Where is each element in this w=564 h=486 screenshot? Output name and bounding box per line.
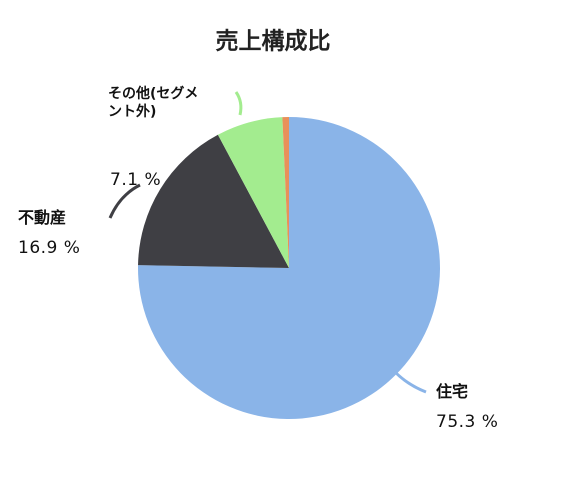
pie-slice <box>282 117 289 268</box>
chart-title: 売上構成比 <box>216 29 331 55</box>
slice-label: 住宅 <box>436 382 469 401</box>
pie-slice <box>138 134 289 268</box>
value-label: 75.3 % <box>436 412 499 432</box>
slice-label: 不動産 <box>18 208 67 227</box>
pie-slice <box>217 117 289 268</box>
leader-line <box>108 183 141 219</box>
value-label: 16.9 % <box>18 238 81 258</box>
value-label: 7.1 % <box>110 170 162 190</box>
leader-line <box>234 91 243 116</box>
leader-line <box>393 370 427 394</box>
slice-label: その他(セグメント外) <box>108 86 199 120</box>
